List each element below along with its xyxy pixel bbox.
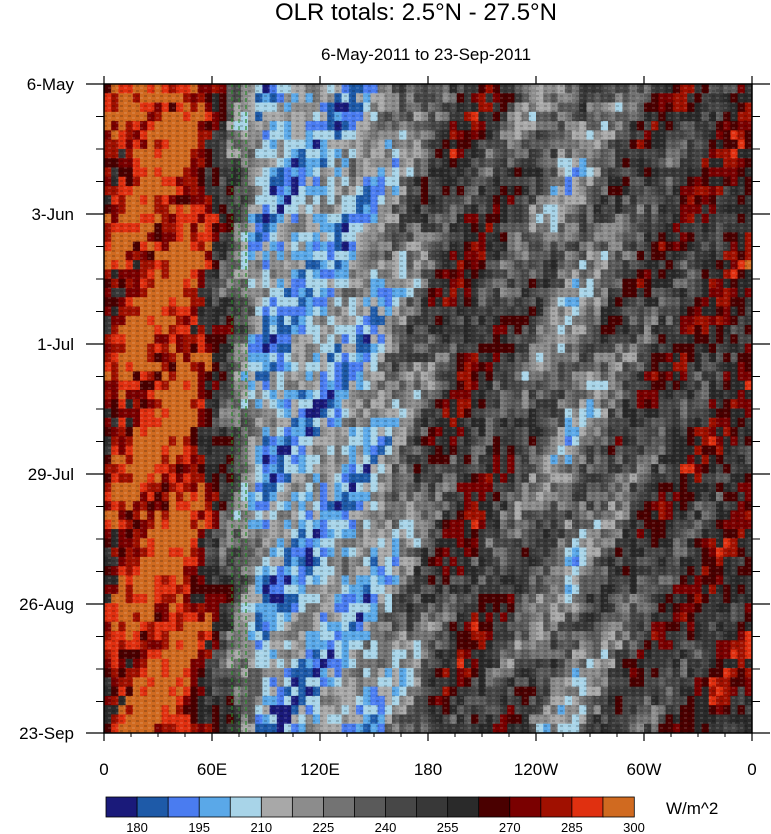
- chart-subtitle: 6-May-2011 to 23-Sep-2011: [321, 45, 531, 64]
- heatmap-field: [104, 84, 752, 733]
- chart-title: OLR totals: 2.5°N - 27.5°N: [275, 0, 557, 26]
